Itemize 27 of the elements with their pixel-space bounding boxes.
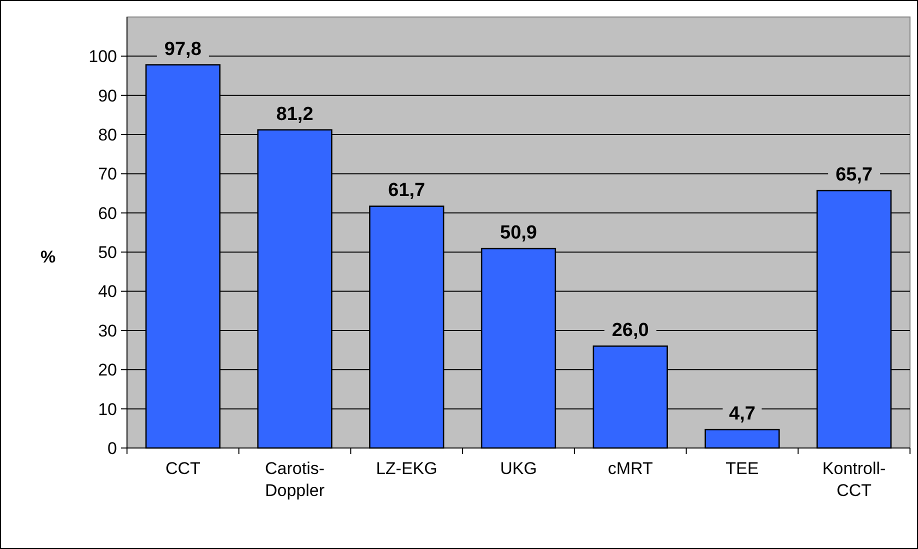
y-tick-label: 90 bbox=[98, 86, 117, 106]
y-tick-label: 80 bbox=[98, 125, 117, 144]
data-label: 65,7 bbox=[836, 164, 873, 186]
x-tick-label: TEE bbox=[726, 459, 759, 478]
y-tick-label: 20 bbox=[98, 360, 117, 380]
x-tick-label: Carotis- Doppler bbox=[265, 459, 325, 500]
x-tick-label: CCT bbox=[165, 459, 200, 478]
x-tick-label: Kontroll- CCT bbox=[822, 459, 886, 500]
data-label: 4,7 bbox=[729, 404, 756, 425]
data-label: 81,2 bbox=[276, 104, 314, 125]
x-tick-label: UKG bbox=[500, 459, 537, 478]
data-label: 26,0 bbox=[612, 320, 649, 342]
data-label: 97,8 bbox=[164, 38, 202, 60]
bar bbox=[704, 428, 780, 449]
y-tick-label: 30 bbox=[98, 321, 117, 340]
y-tick-label: 50 bbox=[98, 243, 117, 262]
y-tick-label: 40 bbox=[98, 282, 117, 302]
data-label: 50,9 bbox=[500, 222, 537, 244]
x-tick-label: cMRT bbox=[608, 459, 653, 478]
x-tick-label: LZ-EKG bbox=[376, 459, 438, 478]
y-tick-label: 10 bbox=[98, 400, 117, 419]
y-axis-title: % bbox=[40, 248, 56, 266]
y-tick-label: 60 bbox=[98, 204, 117, 223]
y-tick-label: 70 bbox=[98, 164, 117, 184]
y-tick-label: 0 bbox=[108, 438, 117, 458]
y-tick-label: 100 bbox=[88, 47, 117, 66]
data-label: 61,7 bbox=[388, 180, 426, 202]
